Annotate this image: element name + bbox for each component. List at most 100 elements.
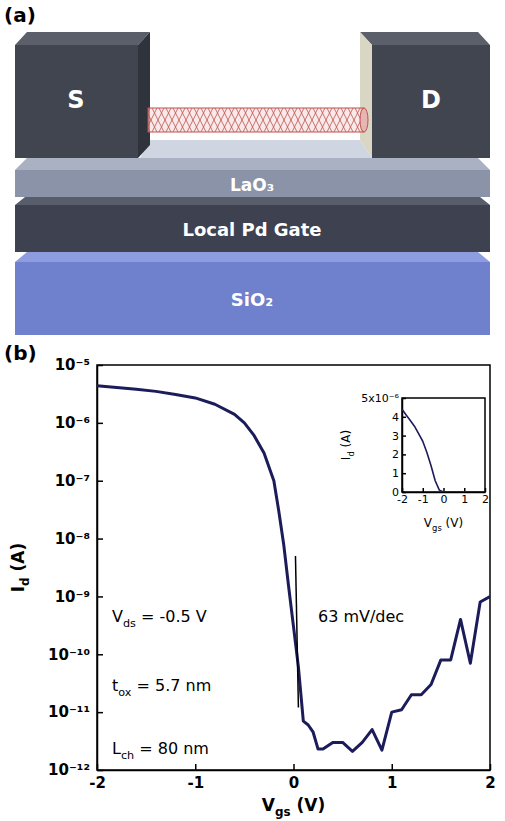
- layer-label: LaO₃: [230, 175, 274, 195]
- mesh-line: [148, 108, 150, 132]
- layer-top: [15, 158, 490, 170]
- annotation-part: = 5.7 nm: [131, 676, 211, 695]
- mesh-line: [285, 108, 297, 132]
- tick-label: -2: [89, 774, 106, 792]
- contact-label: S: [67, 86, 84, 114]
- tick-label: 10⁻¹⁰: [48, 646, 90, 664]
- annotation-part: V: [112, 607, 123, 626]
- tick-label: 10⁻¹²: [48, 761, 90, 779]
- tick-label: 2: [485, 774, 495, 792]
- mesh-line: [341, 108, 353, 132]
- mesh-line: [348, 108, 360, 132]
- axis-title-part: (A): [339, 430, 353, 451]
- plot-frame: [97, 365, 490, 770]
- mesh-line: [148, 108, 150, 132]
- nanotube: [148, 108, 364, 132]
- mesh-line: [306, 108, 318, 132]
- mesh-line: [264, 108, 276, 132]
- tick-mark: [97, 596, 103, 598]
- axis: 10⁻¹²10⁻¹¹10⁻¹⁰10⁻⁹10⁻⁸10⁻⁷10⁻⁶10⁻⁵: [48, 356, 103, 779]
- tick-mark: [97, 480, 103, 482]
- contact-side: [360, 32, 372, 158]
- contact-side: [138, 32, 150, 158]
- tick-label: -1: [418, 493, 429, 506]
- mesh-line: [292, 108, 304, 132]
- tick-label: 0: [392, 486, 399, 499]
- mesh-line: [327, 108, 339, 132]
- layer-top: [15, 197, 490, 205]
- tick-mark: [97, 423, 103, 425]
- contact-label: D: [421, 86, 441, 114]
- mesh-line: [264, 108, 276, 132]
- nanotube-end: [360, 108, 368, 132]
- tick: 2: [482, 488, 489, 506]
- mesh-line: [194, 108, 206, 132]
- tick: 3: [392, 430, 406, 443]
- tick: 2: [392, 448, 406, 461]
- mesh-line: [285, 108, 297, 132]
- tick: 10⁻¹¹: [48, 703, 103, 721]
- annotation-part: L: [112, 739, 121, 758]
- annotation: Lch = 80 nm: [112, 739, 209, 762]
- mesh-line: [208, 108, 220, 132]
- mesh-line: [334, 108, 346, 132]
- mesh-line: [355, 108, 364, 132]
- axis: 012345x10⁻⁶: [361, 392, 406, 499]
- tick-mark: [97, 712, 103, 714]
- axis-line: [402, 399, 404, 493]
- tick-label: 1: [461, 493, 468, 506]
- tick-label: 2: [392, 448, 399, 461]
- mesh-line: [173, 108, 185, 132]
- mesh-line: [306, 108, 318, 132]
- mesh-line: [180, 108, 192, 132]
- mesh-line: [215, 108, 227, 132]
- tick-mark: [97, 365, 103, 367]
- axis-title-part: d: [18, 577, 32, 586]
- chart: -2-1012012345x10⁻⁶Vgs (V)Id (A): [339, 392, 489, 533]
- mesh-line: [250, 108, 262, 132]
- tick: 10⁻⁸: [55, 530, 103, 548]
- contact: [15, 45, 138, 158]
- tick-label: 2: [482, 493, 489, 506]
- tick-label: 4: [392, 411, 399, 424]
- tick-label: 5x10⁻⁶: [361, 392, 399, 405]
- tick: 5x10⁻⁶: [361, 392, 406, 405]
- tick: -1: [418, 488, 429, 506]
- channel-surface: [140, 140, 372, 158]
- plot-area: [402, 409, 485, 492]
- mesh-line: [152, 108, 164, 132]
- mesh-line: [166, 108, 178, 132]
- axis-title: Id (A): [339, 430, 356, 460]
- tick-label: -1: [187, 774, 204, 792]
- mesh-line: [180, 108, 192, 132]
- mesh-line: [187, 108, 199, 132]
- nanotube-mesh: [148, 108, 364, 132]
- mesh-line: [299, 108, 311, 132]
- axis-title-part: (A): [8, 543, 28, 578]
- plot-area: [97, 386, 490, 752]
- annotation: 63 mV/dec: [318, 607, 404, 626]
- figure: SDLaO₃Local Pd GateSiO₂(a)-2-101210⁻¹²10…: [0, 0, 505, 821]
- tick: 0: [392, 486, 406, 499]
- tick-label: 10⁻⁵: [55, 356, 90, 374]
- tick-mark: [392, 764, 394, 770]
- mesh-line: [341, 108, 353, 132]
- mesh-line: [148, 108, 157, 132]
- mesh-line: [194, 108, 206, 132]
- annotation: Vds = -0.5 V: [112, 607, 207, 630]
- layer-label: Local Pd Gate: [182, 219, 321, 240]
- tick: 10⁻⁹: [55, 588, 103, 606]
- tick: 1: [461, 488, 468, 506]
- tick-label: 0: [289, 774, 299, 792]
- axis-title-part: V: [262, 795, 276, 815]
- tick-mark: [402, 454, 406, 456]
- mesh-line: [292, 108, 304, 132]
- mesh-line: [208, 108, 220, 132]
- axis-title-part: gs: [432, 523, 442, 533]
- mesh-line: [299, 108, 311, 132]
- tick-label: 10⁻⁶: [55, 414, 90, 432]
- data-line: [402, 409, 485, 492]
- tick: 0: [289, 764, 299, 792]
- mesh-line: [166, 108, 178, 132]
- tick-mark: [402, 417, 406, 419]
